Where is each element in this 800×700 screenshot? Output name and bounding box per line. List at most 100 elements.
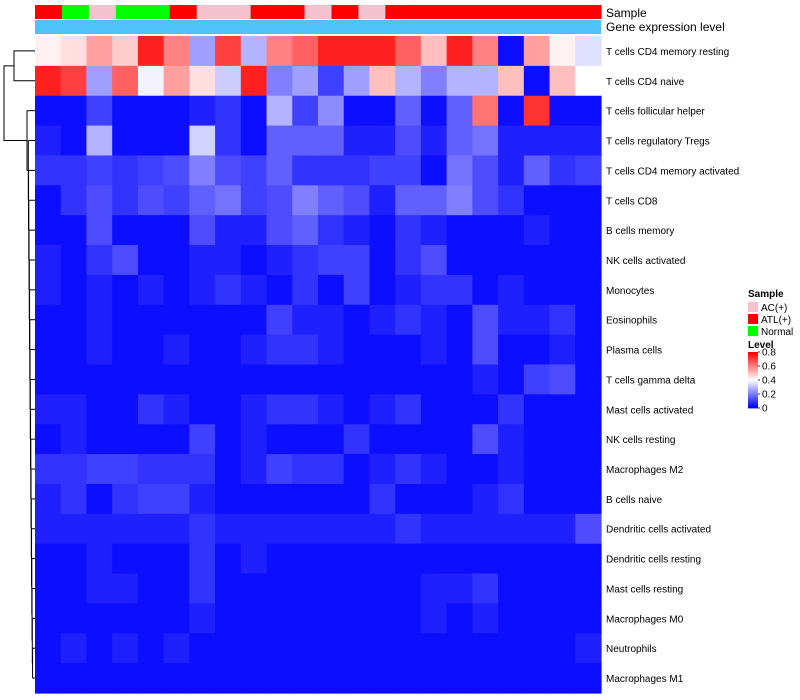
heatmap-cell: [395, 543, 422, 575]
legend-gradient-step: [748, 391, 758, 393]
heatmap-cell: [60, 155, 88, 186]
heatmap-cell: [137, 454, 165, 485]
heatmap-cell: [472, 573, 499, 605]
heatmap-cell: [318, 36, 345, 67]
heatmap-cell: [189, 603, 216, 634]
heatmap-cell: [420, 125, 448, 157]
heatmap-cell: [523, 245, 551, 276]
heatmap-cell: [86, 36, 113, 67]
heatmap-cell: [35, 454, 62, 485]
heatmap-cell: [369, 215, 396, 246]
heatmap-cell: [498, 36, 525, 67]
heatmap-cell: [240, 245, 268, 276]
heatmap-cell: [60, 274, 88, 306]
heatmap-cell: [369, 274, 396, 306]
heatmap-cell: [86, 185, 113, 216]
heatmap-cell: [215, 603, 242, 634]
heatmap-cell: [446, 304, 473, 336]
heatmap-cell: [420, 633, 448, 664]
heatmap-cell: [86, 215, 113, 246]
heatmap-cell: [240, 663, 268, 694]
heatmap-cell: [60, 513, 88, 545]
heatmap-cell: [292, 633, 319, 664]
heatmap-cell: [163, 95, 190, 127]
legend-tick-label: 0.2: [762, 390, 776, 401]
heatmap-cell: [266, 663, 293, 694]
heatmap-cell: [498, 65, 525, 97]
heatmap-cell: [472, 274, 499, 306]
heatmap-cell: [112, 65, 139, 97]
heatmap-cell: [163, 125, 190, 157]
heatmap-cell: [35, 215, 62, 246]
heatmap-cell: [189, 274, 216, 306]
heatmap-cell: [35, 274, 62, 306]
heatmap-cell: [549, 274, 576, 306]
heatmap-cell: [575, 125, 602, 157]
heatmap-cell: [575, 603, 602, 634]
heatmap-cell: [369, 483, 396, 515]
heatmap-cell: [215, 483, 242, 515]
heatmap-cell: [549, 633, 576, 664]
heatmap-cell: [395, 424, 422, 455]
legend-entry-label: AC(+): [761, 303, 787, 314]
heatmap-cell: [137, 483, 165, 515]
legend-tick-label: 0.6: [762, 362, 776, 373]
heatmap-cell: [523, 543, 551, 575]
heatmap-cell: [137, 633, 165, 664]
heatmap-cell: [549, 304, 576, 336]
heatmap-cell: [369, 633, 396, 664]
heatmap-cell: [369, 543, 396, 575]
heatmap-cell: [189, 185, 216, 216]
heatmap-cell: [60, 245, 88, 276]
heatmap-cell: [86, 543, 113, 575]
heatmap-cell: [549, 245, 576, 276]
heatmap-cell: [523, 394, 551, 425]
heatmap-cell: [395, 274, 422, 306]
sample-annotation-cell: [223, 5, 252, 19]
heatmap-cell: [369, 364, 396, 395]
heatmap-cell: [549, 454, 576, 485]
sample-annotation-cell: [277, 5, 306, 19]
legend-gradient-step: [748, 388, 758, 391]
sample-annotation-cell: [35, 5, 63, 19]
heatmap-cell: [60, 125, 88, 157]
heatmap-cell: [292, 274, 319, 306]
heatmap-cell: [86, 603, 113, 634]
heatmap-cell: [292, 364, 319, 395]
sample-annotation-cell: [61, 5, 90, 19]
heatmap-cell: [472, 483, 499, 515]
heatmap-cell: [35, 155, 62, 186]
heatmap-cell: [318, 454, 345, 485]
heatmap-cell: [395, 603, 422, 634]
heatmap-cell: [266, 424, 293, 455]
heatmap-cell: [523, 663, 551, 694]
heatmap-cell: [137, 364, 165, 395]
heatmap-cell: [60, 573, 88, 605]
heatmap-cell: [318, 424, 345, 455]
heatmap-cell: [343, 125, 371, 157]
heatmap-cell: [318, 513, 345, 545]
heatmap-cell: [112, 95, 139, 127]
sample-annotation-cell: [250, 5, 279, 19]
heatmap-cell: [240, 573, 268, 605]
heatmap-cell: [215, 36, 242, 67]
heatmap-cell: [575, 573, 602, 605]
heatmap-cell: [266, 573, 293, 605]
sample-annotation-cell: [331, 5, 360, 19]
heatmap-cell: [318, 274, 345, 306]
level-annotation-bar: [35, 20, 601, 34]
legend-gradient-step: [748, 368, 758, 371]
heatmap-cell: [189, 543, 216, 575]
heatmap-cell: [369, 245, 396, 276]
heatmap-cell: [369, 36, 396, 67]
heatmap-cell: [343, 36, 371, 67]
row-label: Dendritic cells activated: [606, 525, 711, 536]
heatmap-cell: [498, 274, 525, 306]
heatmap-cell: [498, 95, 525, 127]
heatmap-cell: [137, 65, 165, 97]
heatmap-cell: [549, 513, 576, 545]
heatmap-cell: [420, 603, 448, 634]
heatmap-cell: [86, 125, 113, 157]
heatmap-cell: [112, 274, 139, 306]
